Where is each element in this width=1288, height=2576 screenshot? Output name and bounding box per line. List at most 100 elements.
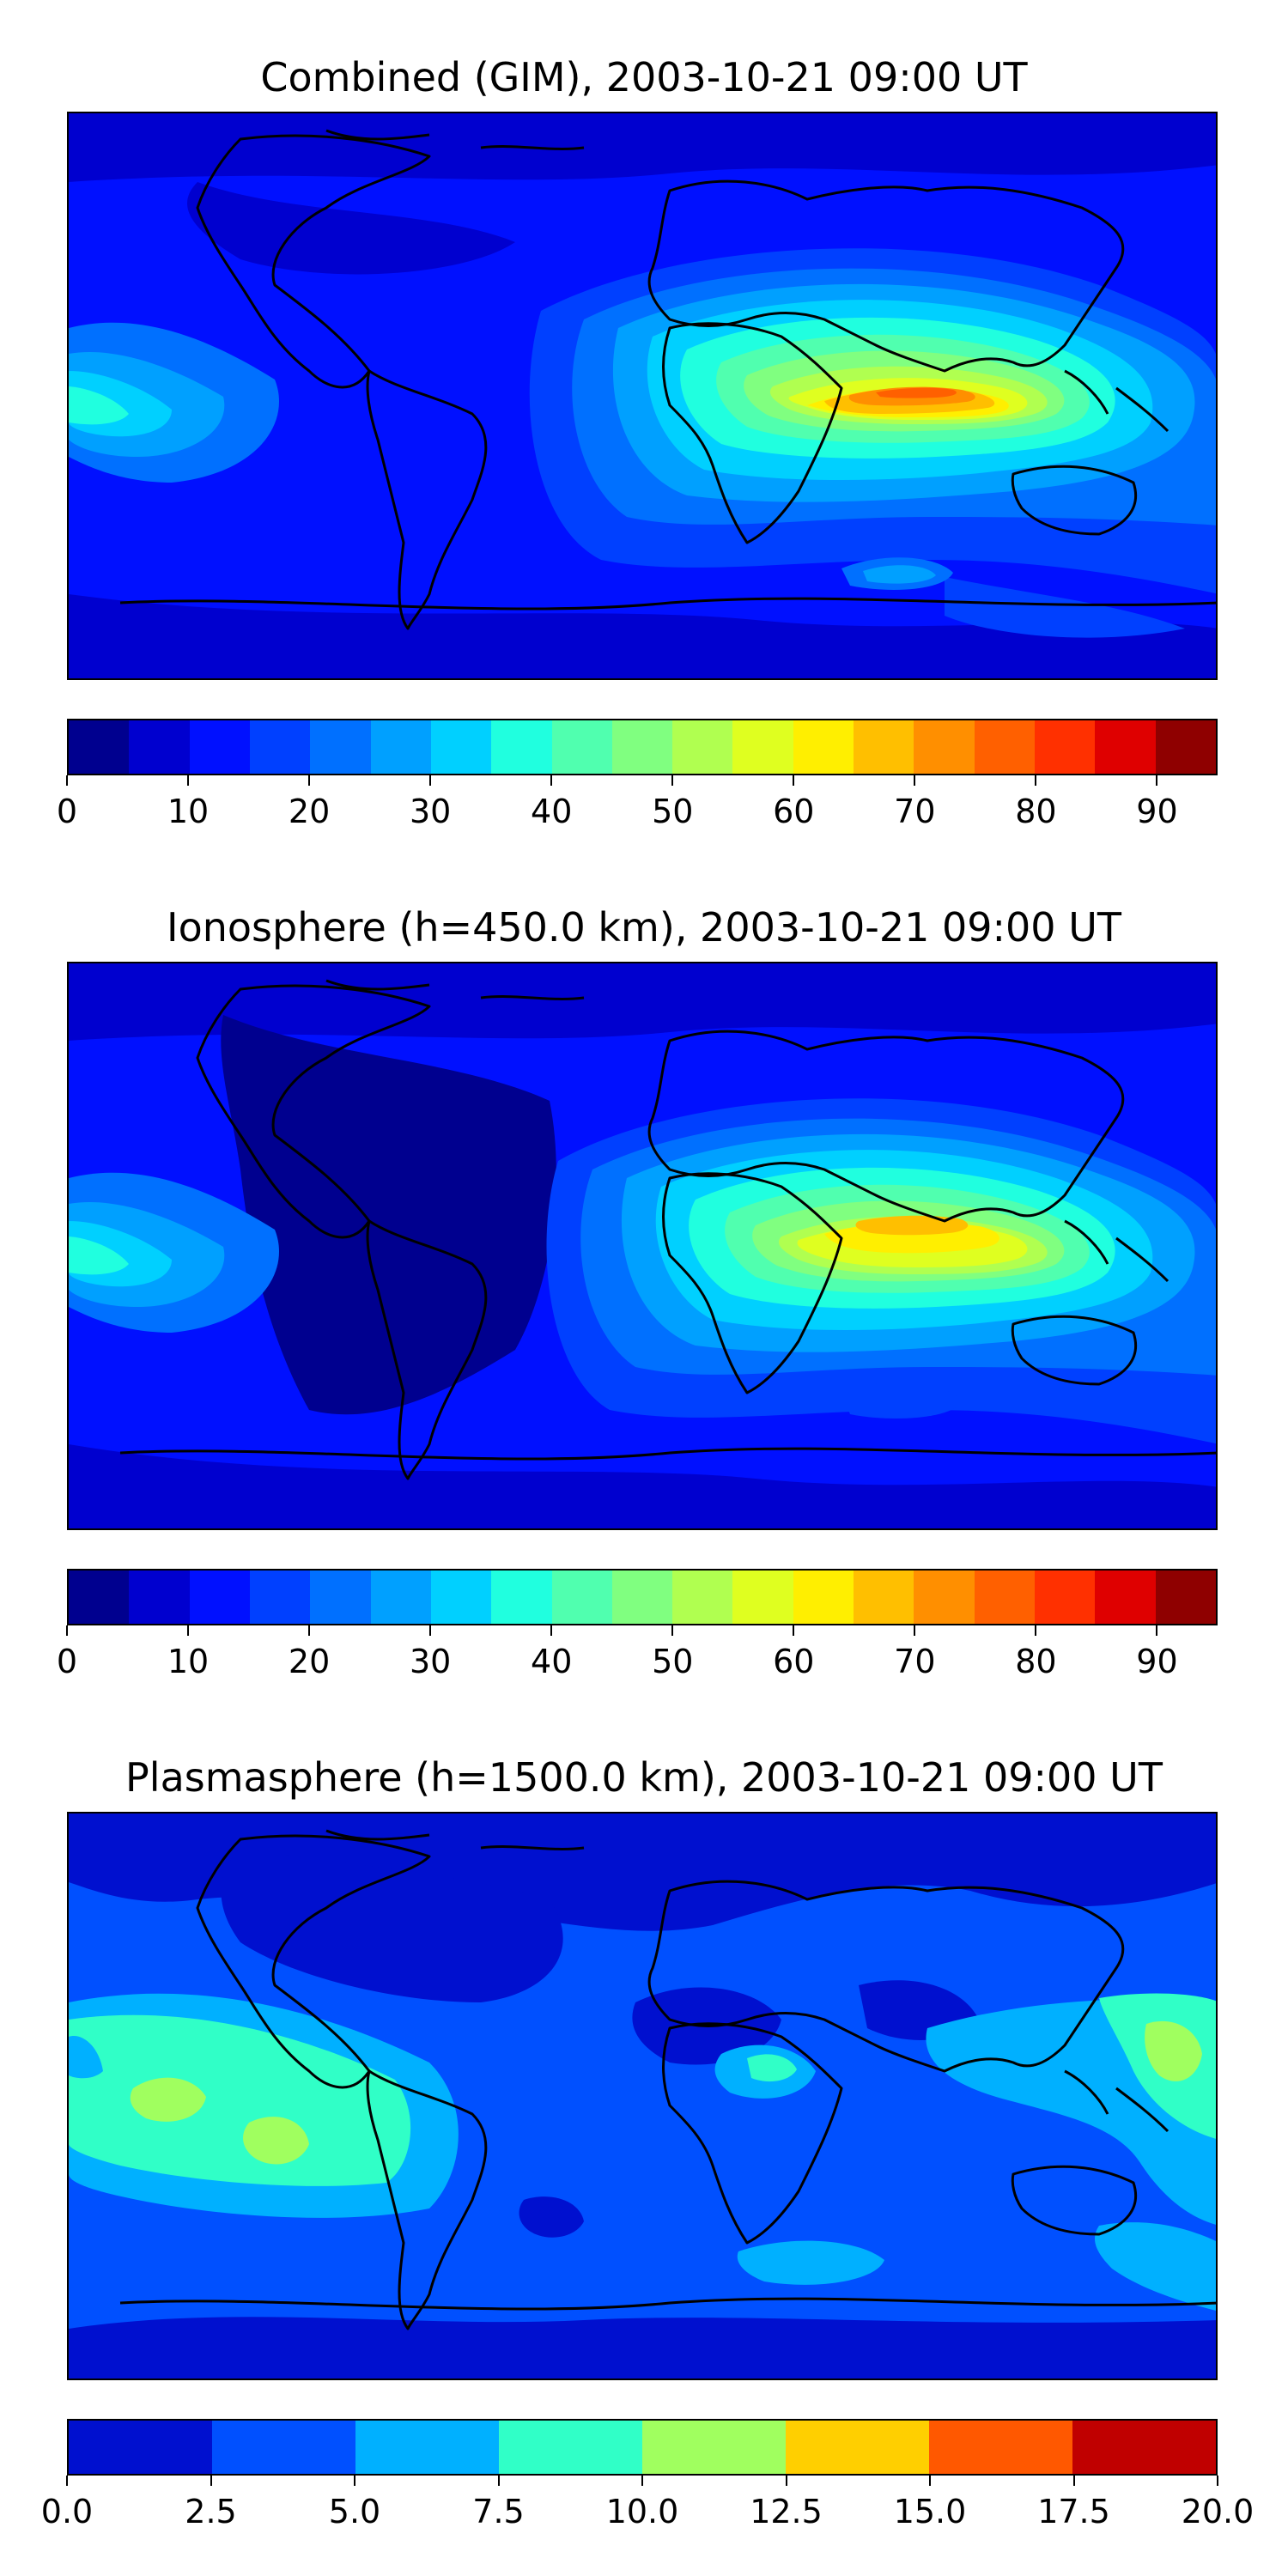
colorbar-tick-label: 0 [56,793,78,830]
colorbar-ticks-plasmasphere: 0.0 2.5 5.0 7.5 10.0 12.5 15.0 17.5 20.0 [41,2476,1254,2530]
colorbar-tick [66,2476,68,2486]
colorbar-tick [550,1625,553,1636]
colorbar-tick-label: 30 [409,1643,452,1680]
colorbar-segment [430,1571,492,1624]
colorbar-tick [1156,1625,1158,1636]
colorbar-tick-label: 20 [288,1643,331,1680]
colorbar-segment [672,720,733,774]
colorbar-tick [66,775,68,786]
colorbar-tick-label: 10 [167,793,210,830]
colorbar-segment [499,2421,642,2474]
colorbar-tick [1217,2476,1218,2486]
colorbar-tick [671,775,674,786]
colorbar-tick-label: 2.5 [185,2493,237,2530]
colorbar-segment [974,720,1035,774]
map-ionosphere-plot [69,963,1216,1528]
colorbar-segment [1035,1571,1096,1624]
colorbar-tick [671,1625,674,1636]
colorbar-tick-label: 12.5 [750,2493,823,2530]
colorbar-segment [1035,720,1096,774]
map-plasmasphere [67,1812,1218,2380]
colorbar-tick [785,2476,787,2486]
map-combined-plot [69,113,1216,678]
colorbar-ticks-combined: 0 10 20 30 40 50 60 70 80 90 [57,775,1218,830]
colorbar-tick-label: 70 [894,1643,936,1680]
colorbar-segment [370,1571,431,1624]
colorbar-segment [642,2421,786,2474]
colorbar-tick-label: 17.5 [1037,2493,1110,2530]
colorbar-ticks-ionosphere: 0 10 20 30 40 50 60 70 80 90 [57,1625,1218,1680]
colorbar-tick [308,775,311,786]
colorbar-segment [212,2421,355,2474]
colorbar-segment [611,1571,673,1624]
colorbar-tick [793,775,795,786]
colorbar-tick-label: 15.0 [893,2493,967,2530]
colorbar-tick-label: 50 [652,1643,694,1680]
colorbar-tick-label: 70 [894,793,936,830]
colorbar-segment [854,1571,914,1624]
colorbar-tick [187,775,190,786]
colorbar-segment [129,1571,190,1624]
colorbar-ionosphere [67,1569,1218,1625]
colorbar-tick [308,1625,311,1636]
colorbar-segment [310,1571,371,1624]
colorbar-segment [929,2421,1072,2474]
colorbar-combined [67,719,1218,775]
colorbar-segment [914,1571,975,1624]
colorbar-tick [914,1625,916,1636]
colorbar-tick [793,1625,795,1636]
colorbar-segment [189,1571,250,1624]
panel-title-plasmasphere: Plasmasphere (h=1500.0 km), 2003-10-21 0… [125,1754,1163,1801]
colorbar-segment [249,1571,311,1624]
map-plasmasphere-plot [69,1814,1216,2379]
colorbar-segment [611,720,673,774]
colorbar-segment [370,720,431,774]
colorbar-tick-label: 7.5 [472,2493,525,2530]
colorbar-tick-label: 30 [409,793,452,830]
colorbar-tick [550,775,553,786]
colorbar-tick [641,2476,643,2486]
colorbar-tick-label: 80 [1015,1643,1057,1680]
colorbar-segment [854,720,914,774]
colorbar-segment [355,2421,499,2474]
colorbar-tick-label: 80 [1015,793,1057,830]
colorbar-tick-label: 0.0 [40,2493,94,2530]
colorbar-segment [69,2421,212,2474]
colorbar-tick [187,1625,190,1636]
colorbar-tick [914,775,916,786]
colorbar-segment [551,1571,612,1624]
colorbar-tick [354,2476,355,2486]
colorbar-segment [1155,720,1216,774]
colorbar-segment [249,720,311,774]
colorbar-segment [786,2421,929,2474]
colorbar-segment [1095,1571,1156,1624]
colorbar-segment [491,720,552,774]
colorbar-segment [129,720,190,774]
colorbar-tick-label: 60 [773,1643,815,1680]
panel-title-combined: Combined (GIM), 2003-10-21 09:00 UT [260,54,1028,100]
colorbar-tick-label: 20 [288,793,331,830]
colorbar-plasmasphere [67,2419,1218,2476]
colorbar-segment [1155,1571,1216,1624]
colorbar-tick [1035,775,1037,786]
colorbar-segment [732,1571,793,1624]
colorbar-tick-label: 0 [56,1643,78,1680]
colorbar-segment [430,720,492,774]
colorbar-tick-label: 10.0 [605,2493,679,2530]
colorbar-tick [1035,1625,1037,1636]
colorbar-tick-label: 5.0 [328,2493,381,2530]
colorbar-tick [497,2476,500,2486]
colorbar-tick [429,1625,432,1636]
colorbar-segment [69,1571,130,1624]
colorbar-tick-label: 40 [531,1643,573,1680]
colorbar-segment [793,720,854,774]
colorbar-tick [929,2476,931,2486]
colorbar-segment [491,1571,552,1624]
colorbar-segment [914,720,975,774]
colorbar-segment [69,720,130,774]
map-combined [67,112,1218,680]
colorbar-segment [1072,2421,1216,2474]
colorbar-tick [1072,2476,1075,2486]
colorbar-tick-label: 60 [773,793,815,830]
colorbar-segment [974,1571,1035,1624]
